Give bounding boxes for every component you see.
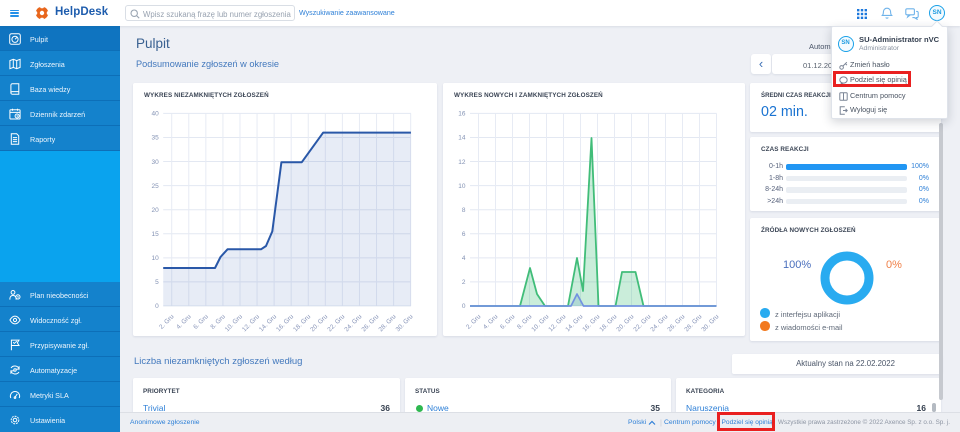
svg-text:6. Gru: 6. Gru: [192, 313, 210, 331]
svg-text:4. Gru: 4. Gru: [175, 313, 193, 331]
svg-text:8: 8: [462, 207, 466, 214]
svg-text:18. Gru: 18. Gru: [598, 313, 618, 333]
svg-text:12. Gru: 12. Gru: [241, 313, 261, 333]
svg-text:22. Gru: 22. Gru: [326, 313, 346, 333]
svg-text:40: 40: [151, 111, 159, 118]
svg-text:10: 10: [151, 255, 159, 262]
svg-text:25: 25: [151, 183, 159, 190]
svg-text:6. Gru: 6. Gru: [499, 313, 517, 331]
svg-text:4: 4: [462, 255, 466, 262]
svg-text:20. Gru: 20. Gru: [309, 313, 329, 333]
svg-text:26. Gru: 26. Gru: [666, 313, 686, 333]
svg-text:28. Gru: 28. Gru: [683, 313, 703, 333]
svg-text:10. Gru: 10. Gru: [530, 313, 550, 333]
svg-text:14: 14: [458, 135, 466, 142]
svg-text:12: 12: [458, 159, 466, 166]
svg-text:14. Gru: 14. Gru: [564, 313, 584, 333]
svg-text:24. Gru: 24. Gru: [649, 313, 669, 333]
svg-text:10: 10: [458, 183, 466, 190]
svg-text:28. Gru: 28. Gru: [377, 313, 397, 333]
svg-text:20. Gru: 20. Gru: [615, 313, 635, 333]
svg-text:4. Gru: 4. Gru: [482, 313, 500, 331]
svg-text:12. Gru: 12. Gru: [547, 313, 567, 333]
svg-text:26. Gru: 26. Gru: [360, 313, 380, 333]
svg-text:0: 0: [155, 303, 159, 310]
svg-text:35: 35: [151, 135, 159, 142]
svg-text:20: 20: [151, 207, 159, 214]
svg-text:6: 6: [462, 231, 466, 238]
svg-text:16. Gru: 16. Gru: [581, 313, 601, 333]
svg-text:0: 0: [462, 303, 466, 310]
svg-text:15: 15: [151, 231, 159, 238]
svg-text:10. Gru: 10. Gru: [224, 313, 244, 333]
svg-text:30. Gru: 30. Gru: [700, 313, 720, 333]
svg-text:2. Gru: 2. Gru: [465, 313, 483, 331]
svg-text:22. Gru: 22. Gru: [632, 313, 652, 333]
svg-text:30. Gru: 30. Gru: [395, 313, 415, 333]
svg-text:16: 16: [458, 111, 466, 118]
svg-text:18. Gru: 18. Gru: [292, 313, 312, 333]
svg-text:24. Gru: 24. Gru: [343, 313, 363, 333]
svg-text:14. Gru: 14. Gru: [258, 313, 278, 333]
svg-text:30: 30: [151, 159, 159, 166]
svg-text:2. Gru: 2. Gru: [158, 313, 176, 331]
svg-text:2: 2: [462, 279, 466, 286]
svg-text:16. Gru: 16. Gru: [275, 313, 295, 333]
svg-text:5: 5: [155, 279, 159, 286]
